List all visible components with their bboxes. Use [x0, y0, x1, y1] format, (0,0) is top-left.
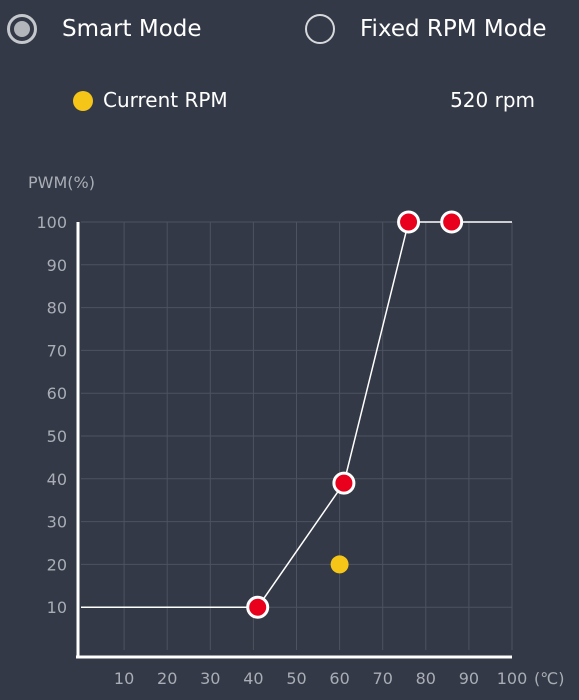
y-tick-label: 80 [47, 299, 67, 318]
x-tick-label: 40 [243, 669, 263, 688]
x-tick-label: 60 [329, 669, 349, 688]
y-tick-label: 40 [47, 470, 67, 489]
mode-selector: Smart Mode Fixed RPM Mode [0, 0, 579, 58]
x-axis-unit-label: (℃) [534, 669, 564, 688]
y-tick-label: 30 [47, 513, 67, 532]
y-axis-label: PWM(%) [28, 173, 95, 192]
chart-tick-labels: 10 20 30 40 50 60 70 80 90 100 10 20 30 40 50 60 70 80 90 1… [36, 213, 527, 688]
fixed-rpm-mode-radio[interactable] [305, 14, 335, 44]
curve-control-point[interactable] [397, 210, 421, 234]
current-rpm-point [330, 555, 349, 574]
curve-control-point[interactable] [440, 210, 464, 234]
current-rpm-indicator-icon [73, 91, 93, 111]
current-operating-point [330, 555, 349, 574]
current-rpm-row: Current RPM 520 rpm [0, 88, 579, 118]
current-rpm-value: 520 rpm [450, 88, 535, 112]
y-tick-label: 100 [36, 213, 67, 232]
fixed-rpm-mode-label[interactable]: Fixed RPM Mode [360, 16, 547, 42]
y-tick-label: 70 [47, 341, 67, 360]
fixed-rpm-mode-option[interactable]: Fixed RPM Mode [305, 10, 547, 48]
x-tick-label: 10 [114, 669, 134, 688]
x-tick-label: 100 [497, 669, 528, 688]
smart-mode-radio[interactable] [7, 14, 37, 44]
x-tick-label: 70 [373, 669, 393, 688]
smart-mode-label[interactable]: Smart Mode [62, 16, 202, 42]
chart-axes [76, 222, 512, 659]
x-tick-label: 50 [286, 669, 306, 688]
x-tick-label: 30 [200, 669, 220, 688]
y-tick-label: 10 [47, 598, 67, 617]
x-tick-label: 20 [157, 669, 177, 688]
x-tick-label: 90 [459, 669, 479, 688]
current-rpm-label: Current RPM [103, 88, 228, 112]
y-tick-label: 60 [47, 384, 67, 403]
control-points[interactable] [246, 210, 464, 619]
y-tick-label: 20 [47, 555, 67, 574]
smart-mode-option[interactable]: Smart Mode [7, 10, 202, 48]
x-tick-label: 80 [416, 669, 436, 688]
curve-control-point[interactable] [332, 471, 356, 495]
curve-control-point[interactable] [246, 595, 270, 619]
chart-grid [81, 221, 513, 650]
y-tick-label: 50 [47, 427, 67, 446]
y-tick-label: 90 [47, 256, 67, 275]
